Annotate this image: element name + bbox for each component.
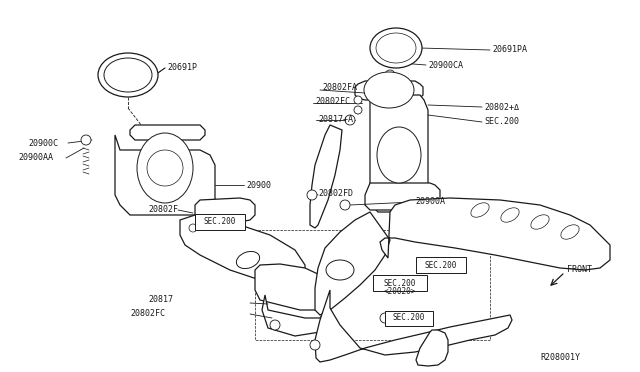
Text: 20802FA: 20802FA: [322, 83, 357, 93]
Text: 20802FD: 20802FD: [318, 189, 353, 198]
Ellipse shape: [377, 127, 421, 183]
Ellipse shape: [370, 28, 422, 68]
Text: 20691P: 20691P: [167, 64, 197, 73]
Circle shape: [380, 313, 390, 323]
Ellipse shape: [561, 225, 579, 239]
Ellipse shape: [98, 53, 158, 97]
Ellipse shape: [471, 203, 489, 217]
Circle shape: [354, 106, 362, 114]
Text: 20817+A: 20817+A: [318, 115, 353, 125]
FancyBboxPatch shape: [416, 257, 466, 273]
Circle shape: [345, 115, 355, 125]
Polygon shape: [195, 198, 255, 222]
Polygon shape: [310, 125, 342, 228]
Polygon shape: [370, 95, 428, 212]
Ellipse shape: [137, 133, 193, 203]
Ellipse shape: [376, 33, 416, 63]
Polygon shape: [416, 330, 448, 366]
Polygon shape: [262, 295, 325, 336]
Text: 20802FC: 20802FC: [130, 308, 165, 317]
Circle shape: [270, 320, 280, 330]
Polygon shape: [115, 135, 215, 215]
Text: R208001Y: R208001Y: [540, 353, 580, 362]
Text: SEC.200: SEC.200: [204, 218, 236, 227]
Text: 20802FC: 20802FC: [315, 96, 350, 106]
FancyBboxPatch shape: [195, 214, 245, 230]
Text: SEC.200: SEC.200: [393, 314, 425, 323]
FancyBboxPatch shape: [385, 311, 433, 326]
Ellipse shape: [531, 215, 549, 229]
Text: 20900: 20900: [246, 180, 271, 189]
Circle shape: [340, 200, 350, 210]
Text: FRONT: FRONT: [567, 266, 592, 275]
Polygon shape: [315, 290, 512, 362]
FancyBboxPatch shape: [373, 275, 427, 291]
Text: <20020>: <20020>: [384, 288, 416, 296]
Text: 20900AA: 20900AA: [18, 154, 53, 163]
Polygon shape: [130, 125, 205, 140]
Text: 20900A: 20900A: [415, 198, 445, 206]
Ellipse shape: [104, 58, 152, 92]
Polygon shape: [365, 183, 440, 210]
Text: SEC.200: SEC.200: [384, 279, 416, 288]
Text: 20691PA: 20691PA: [492, 45, 527, 55]
Ellipse shape: [326, 260, 354, 280]
Circle shape: [147, 150, 183, 186]
Text: SEC.200: SEC.200: [484, 118, 519, 126]
Polygon shape: [355, 81, 423, 100]
Circle shape: [385, 70, 395, 80]
Circle shape: [307, 190, 317, 200]
Text: 20817: 20817: [148, 295, 173, 305]
Text: 20802F: 20802F: [148, 205, 178, 214]
Circle shape: [310, 340, 320, 350]
Polygon shape: [315, 212, 390, 315]
Polygon shape: [380, 198, 610, 270]
Text: 20900CA: 20900CA: [428, 61, 463, 70]
Circle shape: [189, 224, 197, 232]
Ellipse shape: [364, 72, 414, 108]
Circle shape: [354, 96, 362, 104]
Polygon shape: [180, 215, 305, 285]
Circle shape: [81, 135, 91, 145]
Polygon shape: [255, 264, 325, 310]
Ellipse shape: [501, 208, 519, 222]
Ellipse shape: [236, 251, 260, 269]
Text: SEC.200: SEC.200: [425, 260, 457, 269]
Text: 20900C: 20900C: [28, 138, 58, 148]
Text: 20802+Δ: 20802+Δ: [484, 103, 519, 112]
